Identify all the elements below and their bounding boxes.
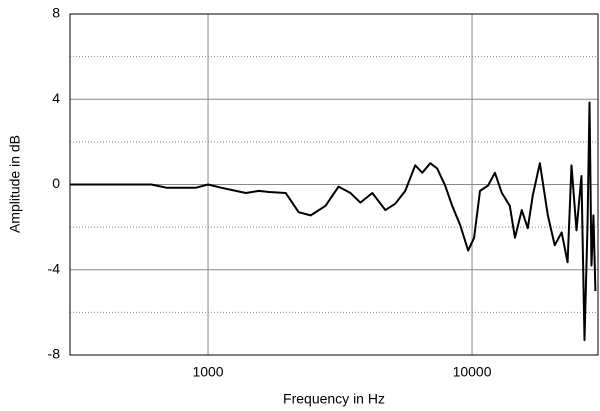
- y-tick-label: 8: [52, 5, 60, 21]
- y-tick-label: 0: [52, 175, 60, 191]
- x-axis-label: Frequency in Hz: [283, 391, 385, 407]
- response-line: [70, 101, 597, 342]
- y-tick-label: -4: [48, 260, 61, 276]
- x-tick-label: 1000: [192, 364, 223, 380]
- y-axis-label: Amplitude in dB: [7, 135, 23, 233]
- x-tick-label: 10000: [453, 364, 492, 380]
- y-tick-label: 4: [52, 90, 60, 106]
- y-tick-label: -8: [48, 346, 61, 362]
